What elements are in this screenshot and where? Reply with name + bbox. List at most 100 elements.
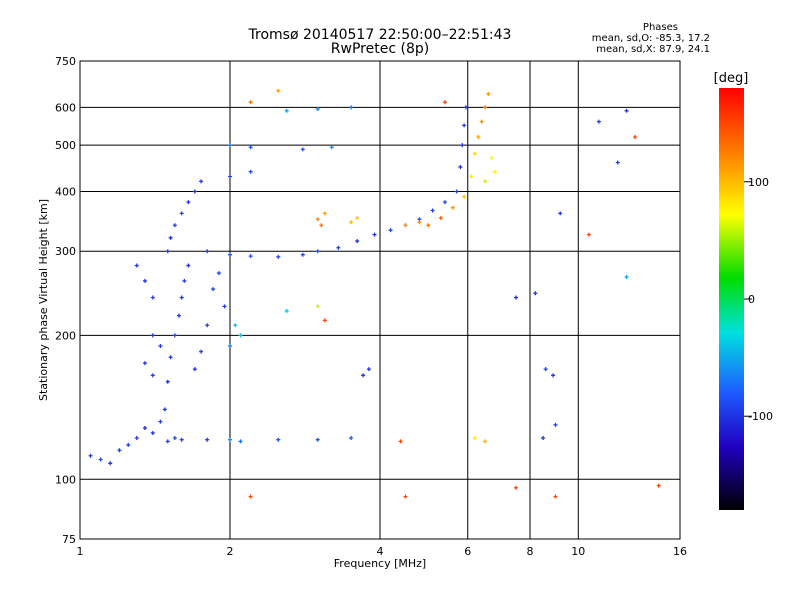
scatter-point [483, 179, 488, 184]
scatter-point [633, 135, 638, 140]
scatter-point [205, 437, 210, 442]
scatter-point [403, 494, 408, 499]
scatter-point [450, 205, 455, 210]
scatter-point [541, 435, 546, 440]
chart-title: Tromsø 20140517 22:50:00–22:51:43 RwPret… [230, 28, 530, 56]
scatter-point [624, 108, 629, 113]
scatter-point [228, 437, 232, 442]
colorbar-tick-label: 0 [748, 293, 755, 306]
scatter-point [216, 271, 221, 276]
scatter-point [205, 323, 210, 328]
scatter-point [199, 179, 204, 184]
scatter-point [426, 223, 431, 228]
scatter-point [315, 249, 320, 254]
y-tick-label: 200 [55, 329, 76, 342]
scatter-point [248, 494, 253, 499]
colorbar-label: [deg] [714, 71, 749, 86]
scatter-point [205, 249, 210, 254]
scatter-point [315, 304, 320, 309]
scatter-point [656, 483, 661, 488]
scatter-point [349, 435, 354, 440]
scatter-point [458, 165, 463, 170]
scatter-point [186, 200, 191, 205]
scatter-point [199, 349, 204, 354]
grid-lines [80, 61, 680, 539]
scatter-point [514, 485, 519, 490]
scatter-point [486, 91, 491, 96]
scatter-point [403, 223, 408, 228]
scatter-point [300, 147, 305, 152]
scatter-point [442, 200, 447, 205]
scatter-point [276, 437, 281, 442]
scatter-point [322, 318, 327, 323]
scatter-point [489, 156, 494, 161]
scatter-point [284, 308, 289, 313]
chart-title-line2: RwPretec (8p) [330, 41, 430, 57]
scatter-point [182, 278, 187, 283]
scatter-point [483, 439, 488, 444]
scatter-point [398, 439, 403, 444]
scatter-point [192, 189, 197, 194]
scatter-point [179, 211, 184, 216]
y-tick-label: 500 [55, 139, 76, 152]
scatter-point [179, 295, 184, 300]
scatter-point [126, 442, 131, 447]
scatter-point [430, 208, 435, 213]
chart-title-line1: Tromsø 20140517 22:50:00–22:51:43 [248, 27, 512, 43]
scatter-point [150, 295, 155, 300]
scatter-point [165, 249, 170, 254]
y-tick-label: 600 [55, 101, 76, 114]
scatter-point [248, 145, 253, 150]
scatter-point [336, 245, 341, 250]
scatter-point [553, 494, 558, 499]
x-tick-label: 10 [571, 545, 585, 558]
scatter-point [454, 189, 459, 194]
scatter-point [472, 151, 477, 156]
colorbar [719, 88, 744, 510]
phase-stats: Phases mean, sd,O: -85.3, 17.2 mean, sd,… [560, 22, 710, 55]
scatter-point [586, 232, 591, 237]
scatter-point [158, 344, 163, 349]
scatter-point [483, 105, 488, 110]
y-tick-label: 750 [55, 55, 76, 68]
scatter-point [248, 100, 253, 105]
scatter-point [165, 379, 170, 384]
x-tick-label: 1 [77, 545, 84, 558]
scatter-point [142, 361, 147, 366]
scatter-point [117, 448, 122, 453]
x-tick-label: 16 [673, 545, 687, 558]
scatter-point [276, 88, 281, 93]
scatter-point [319, 223, 324, 228]
scatter-point [329, 145, 334, 150]
x-tick-label: 6 [464, 545, 471, 558]
scatter-point [349, 220, 354, 225]
scatter-point [134, 435, 139, 440]
scatter-point [158, 419, 163, 424]
scatter-point [558, 211, 563, 216]
scatter-point [596, 119, 601, 124]
scatter-point [349, 105, 354, 110]
scatter-point [417, 220, 422, 225]
phase-stats-o: mean, sd,O: -85.3, 17.2 [591, 33, 710, 44]
colorbar-tick-label: 100 [748, 176, 769, 189]
scatter-point [315, 107, 320, 112]
scatter-point [315, 217, 320, 222]
scatter-point [248, 169, 253, 174]
scatter-point [168, 355, 173, 360]
x-tick-label: 4 [377, 545, 384, 558]
scatter-point [172, 223, 177, 228]
scatter-point [192, 367, 197, 372]
scatter-point [142, 426, 147, 431]
scatter-point [492, 169, 497, 174]
scatter-point [284, 108, 289, 113]
scatter-point [98, 457, 103, 462]
scatter-point [108, 461, 113, 466]
scatter-point [150, 373, 155, 378]
x-tick-label: 2 [227, 545, 234, 558]
scatter-point [222, 304, 227, 309]
scatter-point [624, 274, 629, 279]
scatter-point [233, 323, 238, 328]
scatter-points [88, 88, 661, 499]
y-tick-label: 300 [55, 245, 76, 258]
x-tick-labels: 1 2 4 6 8 10 16 [77, 545, 688, 558]
